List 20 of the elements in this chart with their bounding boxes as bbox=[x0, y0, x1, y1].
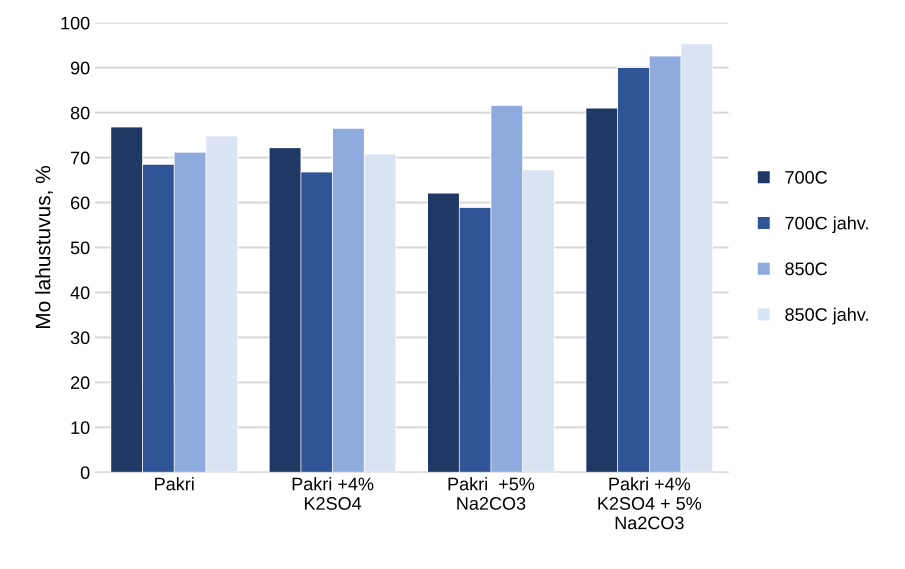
y-tick-label: 40 bbox=[70, 286, 90, 300]
y-tick-label: 30 bbox=[70, 331, 90, 344]
y-tick-label: 10 bbox=[71, 421, 90, 434]
y-tick-label: 60 bbox=[71, 196, 90, 210]
legend-label: 850C bbox=[785, 262, 828, 276]
x-tick-label: Pakri +4% K2SO4 bbox=[292, 477, 374, 510]
x-tick-label: Pakri +5% Na2CO3 bbox=[448, 477, 534, 510]
legend-label: 700C bbox=[785, 170, 828, 184]
y-tick-label: 90 bbox=[70, 62, 90, 74]
y-tick-label: 20 bbox=[70, 376, 90, 390]
y-tick-label: 80 bbox=[70, 106, 90, 120]
y-tick-label: 100 bbox=[61, 16, 90, 30]
legend-label: 850C jahv. bbox=[785, 308, 868, 325]
y-tick-label: 70 bbox=[71, 152, 90, 164]
x-tick-label: Pakri bbox=[155, 477, 194, 490]
legend-label: 700C jahv. bbox=[785, 216, 868, 234]
x-tick-label: Pakri +4% K2SO4 + 5% Na2CO3 bbox=[598, 477, 702, 530]
y-axis-title: Mo lahustuvus, % bbox=[35, 166, 53, 328]
y-tick-label: 50 bbox=[70, 241, 90, 254]
y-tick-label: 0 bbox=[80, 466, 90, 479]
